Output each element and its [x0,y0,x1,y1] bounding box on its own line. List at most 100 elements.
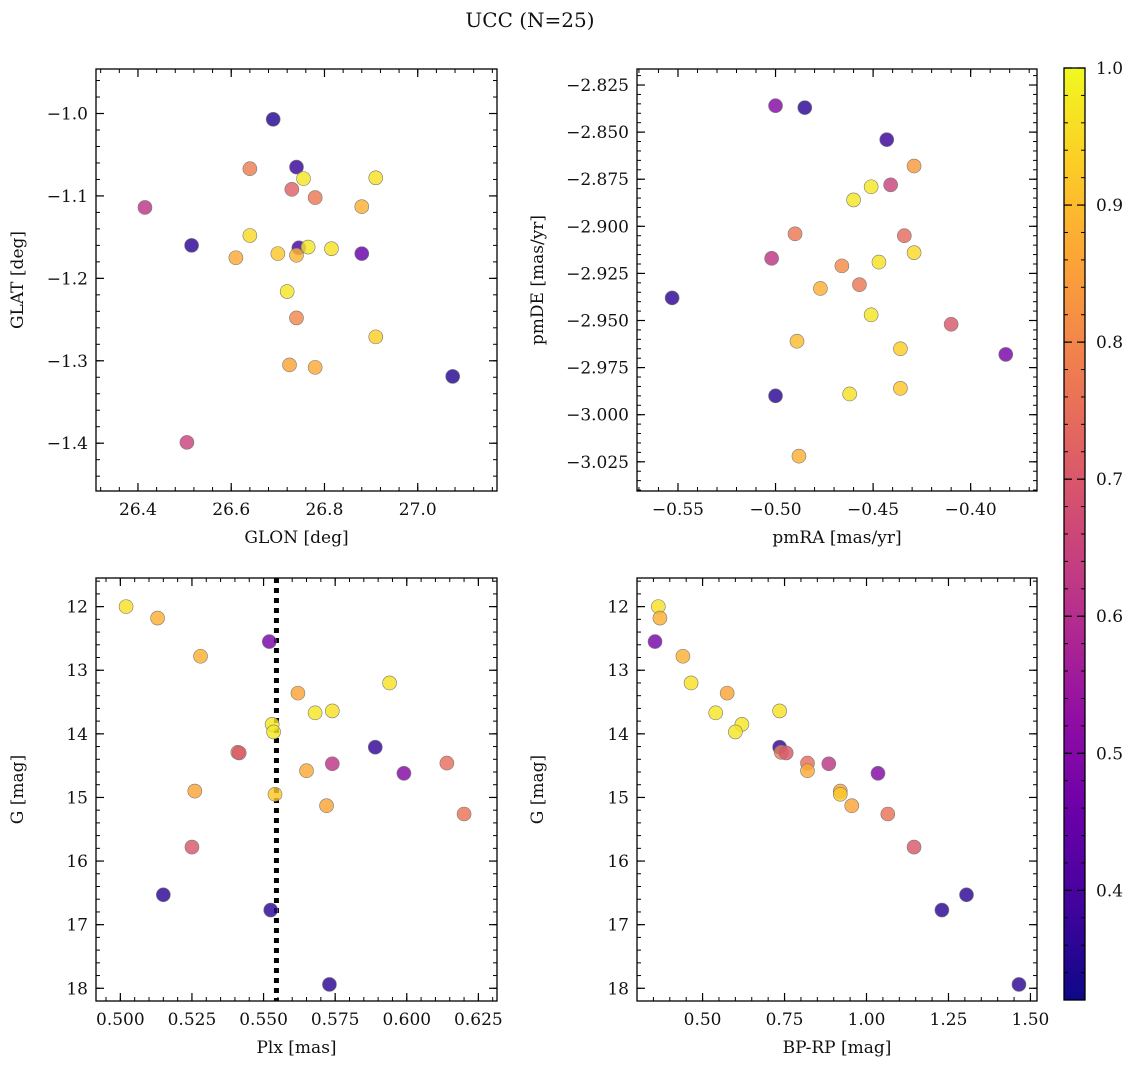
scatter-point [787,226,803,242]
scatter-point [266,724,281,740]
y-tick-label: 13 [607,661,629,681]
scatter-point [906,839,922,855]
scatter-points [118,599,472,992]
y-tick-label: 12 [66,598,88,618]
scatter-point [764,251,779,266]
scatter-point [897,228,912,244]
colorbar-tick-label: 0.4 [1096,881,1123,901]
y-tick-label: −1.4 [47,434,88,454]
minor-ticks [637,69,1037,491]
minor-ticks [96,578,497,1002]
x-tick-label: 0.625 [454,1010,503,1030]
y-tick-label: −2.850 [566,123,629,143]
colorbar-tick-label: 0.7 [1096,470,1123,490]
x-tick-label: −0.50 [749,500,801,520]
scatter-point [156,887,171,903]
scatter-point [959,887,974,903]
panel-pmra-pmde: −0.55 −0.50 −0.45 −0.40 −2.825 −2.850 −2.875 −2… [528,68,1038,548]
scatter-point [1011,977,1027,992]
x-tick-label: 0.500 [96,1010,145,1030]
scatter-point [883,177,898,193]
scatter-point [267,786,283,802]
x-axis-label: Plx [mas] [256,1038,336,1058]
scatter-point [368,170,384,186]
y-tick-label: −2.900 [566,217,629,237]
scatter-point [791,448,807,464]
x-tick-label: 1.00 [848,1010,886,1030]
scatter-point [456,806,472,822]
scatter-point [299,763,314,779]
y-tick-label: −2.825 [566,76,629,96]
x-tick-label: 1.50 [1012,1010,1050,1030]
y-tick-label: 12 [607,598,629,618]
scatter-point [789,333,805,349]
x-axis-label: GLON [deg] [244,528,348,548]
scatter-point [683,675,699,691]
scatter-point [368,329,384,345]
colorbar-tick-label: 0.6 [1096,607,1123,627]
y-axis-label: G [mag] [8,755,28,824]
scatter-point [354,199,370,214]
x-tick-label: −0.55 [652,500,704,520]
colorbar-tick-label: 0.5 [1096,744,1123,764]
x-tick-label: −0.45 [847,500,899,520]
x-tick-label: 26.6 [212,500,250,520]
scatter-point [289,159,304,175]
panel-bprp-g: 0.50 0.75 1.00 1.25 1.50 12 13 14 15 16 17 18 BP-RP … [528,577,1050,1058]
scatter-point [846,192,861,208]
x-tick-label: 0.75 [766,1010,804,1030]
scatter-point [270,246,286,261]
scatter-points [647,599,1027,992]
y-tick-label: 17 [66,916,88,936]
scatter-point [728,724,743,740]
colorbar-gradient [1064,68,1085,1000]
scatter-point [893,381,908,396]
x-tick-label: −0.40 [945,500,997,520]
scatter-point [800,763,815,779]
x-axis-label: BP-RP [mag] [783,1038,892,1058]
x-tick-label: 0.550 [239,1010,288,1030]
scatter-point [150,610,165,626]
y-tick-label: 18 [607,979,629,999]
scatter-point [998,347,1014,362]
scatter-point [906,158,922,174]
scatter-point [300,239,316,255]
scatter-point [187,783,203,799]
y-tick-label: 18 [66,979,88,999]
plot-frame [95,68,498,492]
scatter-point [863,307,879,323]
scatter-point [943,316,959,332]
chart-panels: 26.4 26.6 26.8 27.0 −1.0 −1.1 −1.2 −1.3 −1.4 GLON… [8,68,1050,1058]
x-tick-label: 0.600 [382,1010,431,1030]
y-tick-label: 17 [607,916,629,936]
panel-plx-g: 0.500 0.525 0.550 0.575 0.600 0.625 12 13 14 15 16… [8,577,503,1058]
y-tick-label: −2.925 [566,264,629,284]
scatter-point [231,745,247,761]
scatter-point [265,111,281,127]
y-tick-label: 14 [66,725,88,745]
scatter-point [708,705,723,721]
scatter-point [242,228,258,243]
scatter-point [834,258,850,274]
scatter-point [439,755,455,771]
scatter-point [118,599,134,614]
plot-frame [636,68,1038,492]
x-tick-label: 0.575 [311,1010,360,1030]
scatter-point [906,245,922,260]
scatter-point [719,685,735,701]
scatter-point [382,675,397,691]
x-tick-label: 27.0 [399,500,437,520]
y-axis-label: G [mag] [528,755,548,824]
scatter-point [184,238,199,253]
scatter-point [289,247,304,263]
x-tick-label: 0.50 [684,1010,722,1030]
y-tick-label: 13 [66,661,88,681]
x-tick-label: 26.8 [306,500,344,520]
y-tick-label: 16 [66,852,88,872]
y-tick-label: −3.025 [566,453,629,473]
scatter-point [325,703,340,719]
scatter-point [290,685,306,701]
scatter-point [772,703,787,719]
scatter-point [307,705,323,721]
